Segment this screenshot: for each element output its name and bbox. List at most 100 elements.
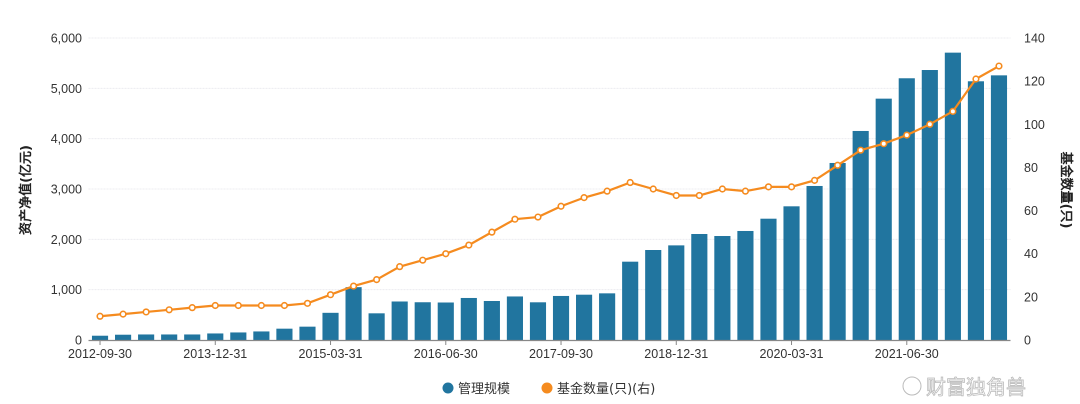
bar <box>783 206 800 340</box>
bar <box>599 293 616 340</box>
right-axis-title: 基金数量(只) <box>1058 151 1074 229</box>
legend-marker-bar <box>442 382 454 394</box>
left-axis-ticks: 0 1,000 2,000 3,000 4,000 5,000 6,000 <box>51 32 82 348</box>
x-tick-label: 2013-12-31 <box>183 347 247 361</box>
bar <box>437 302 454 340</box>
line-point <box>926 120 934 128</box>
line-point <box>603 187 611 195</box>
line-point <box>764 183 773 191</box>
x-tick-label: 2020-03-31 <box>760 347 824 361</box>
line-point <box>165 306 173 314</box>
x-tick-label: 2015-03-31 <box>299 347 363 361</box>
line-point <box>465 241 473 249</box>
y2-tick-label: 20 <box>1024 290 1038 304</box>
y-tick-label: 1,000 <box>51 283 82 297</box>
line-point <box>234 301 242 310</box>
bar <box>875 98 892 340</box>
line-point <box>442 250 450 258</box>
line-point <box>903 131 911 139</box>
line-point <box>741 187 750 195</box>
bar <box>345 287 362 340</box>
bar <box>230 332 247 340</box>
line-point <box>949 107 957 115</box>
x-axis-ticks: 2012-09-30 2013-12-31 2015-03-31 2016-06-30… <box>68 339 1011 361</box>
line-point <box>672 191 680 200</box>
x-tick-label: 2021-06-30 <box>875 347 939 361</box>
bar <box>645 250 662 340</box>
line-point <box>810 176 819 184</box>
bar <box>322 312 339 340</box>
bar <box>184 334 201 340</box>
bar <box>391 301 408 340</box>
line-point <box>349 282 358 290</box>
bar <box>253 331 270 340</box>
x-tick-label: 2018-12-31 <box>644 347 708 361</box>
legend-marker-line <box>541 382 553 394</box>
line-point <box>326 291 335 299</box>
line-point <box>834 161 842 169</box>
right-axis-ticks: 0 20 40 60 80 100 120 140 <box>1024 32 1045 348</box>
legend-label-line[interactable]: 基金数量(只)(右) <box>557 381 655 397</box>
y-tick-label: 5,000 <box>51 82 82 96</box>
line-point <box>626 178 634 187</box>
legend-label-bar[interactable]: 管理规模 <box>458 382 510 397</box>
y2-tick-label: 0 <box>1024 334 1031 348</box>
line-point <box>857 146 865 154</box>
bar <box>552 295 570 340</box>
y-tick-label: 4,000 <box>51 132 82 146</box>
y-tick-label: 3,000 <box>51 183 82 197</box>
bar <box>483 300 500 340</box>
bar <box>714 236 731 340</box>
x-tick-label: 2012-09-30 <box>68 347 132 361</box>
line-point <box>695 191 703 200</box>
y-tick-label: 0 <box>75 334 82 348</box>
bar <box>207 333 224 340</box>
bar <box>460 297 477 340</box>
bar <box>576 294 593 340</box>
bar <box>691 233 708 340</box>
line-point <box>119 310 127 318</box>
line-point <box>396 263 404 271</box>
line-point <box>303 299 312 307</box>
line-point <box>880 140 888 148</box>
bar <box>115 334 132 340</box>
bar-series <box>91 52 1008 341</box>
bar <box>898 78 915 341</box>
bar <box>829 162 846 340</box>
x-tick-label: 2016-06-30 <box>414 347 478 361</box>
line-point <box>96 312 104 320</box>
bar <box>990 75 1008 340</box>
bar <box>414 302 431 340</box>
line-point <box>787 183 796 191</box>
line-point <box>534 213 542 221</box>
line-point <box>188 304 196 312</box>
bar <box>276 328 293 340</box>
line-path <box>99 65 1000 318</box>
y2-tick-label: 120 <box>1024 75 1045 89</box>
line-point <box>211 301 219 310</box>
line-point <box>280 301 289 310</box>
bar <box>760 218 777 340</box>
watermark: 财富独角兽 <box>902 375 1026 399</box>
watermark-text: 财富独角兽 <box>926 375 1026 399</box>
line-point <box>257 301 265 310</box>
bar <box>622 261 639 340</box>
bar <box>737 230 754 340</box>
bar <box>91 335 109 340</box>
y-tick-label: 2,000 <box>51 233 82 247</box>
y2-tick-label: 140 <box>1024 32 1045 46</box>
bar <box>529 302 547 340</box>
y2-tick-label: 60 <box>1024 204 1038 218</box>
bar <box>161 334 178 340</box>
y2-tick-label: 40 <box>1024 247 1038 261</box>
line-point <box>557 202 565 210</box>
bar <box>668 245 685 340</box>
line-point <box>995 62 1003 70</box>
bar <box>368 313 385 340</box>
line-point <box>419 256 427 264</box>
bar <box>967 81 984 340</box>
y2-tick-label: 100 <box>1024 118 1045 132</box>
bar <box>138 334 155 340</box>
y-tick-label: 6,000 <box>51 32 82 46</box>
